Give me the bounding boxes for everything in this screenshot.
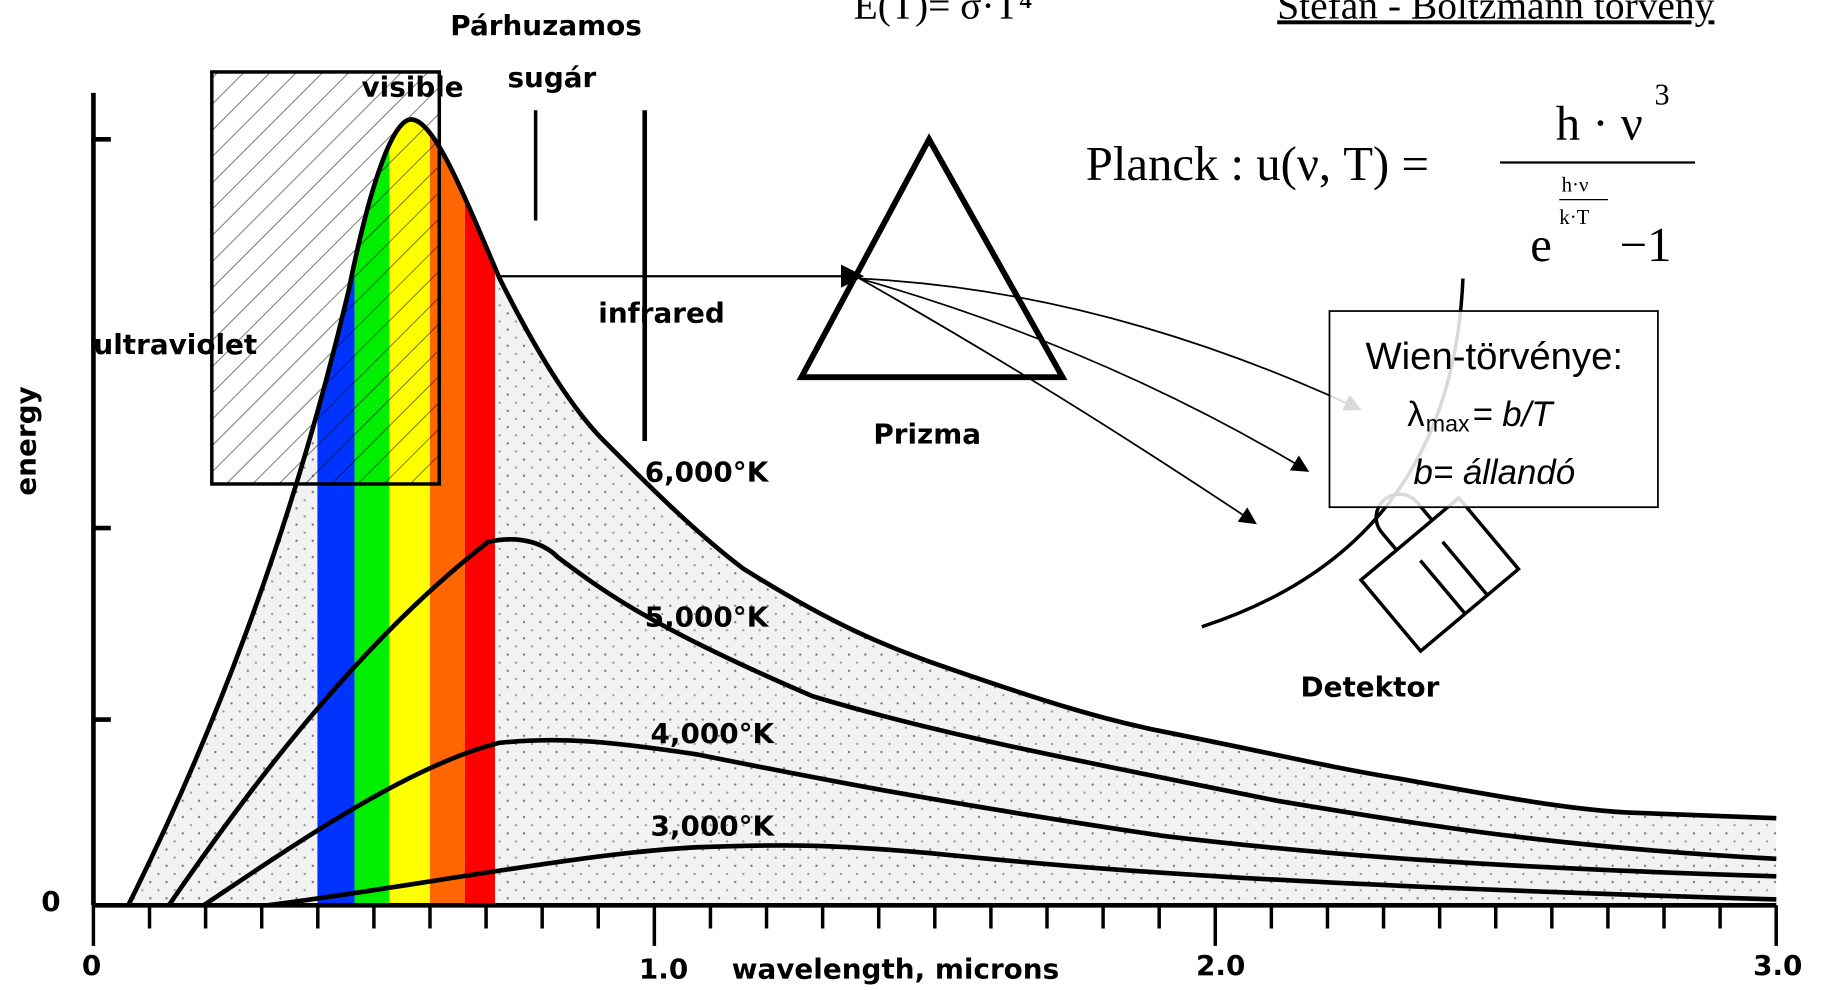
- visible-label: visible: [362, 70, 464, 103]
- y-axis-label: energy: [9, 386, 42, 495]
- stefan-formula: E(T)= σ·T⁴: [854, 0, 1033, 27]
- beam-box: [210, 70, 442, 486]
- x-tick-label: 0: [82, 949, 101, 982]
- curve-label: 5,000°K: [645, 601, 770, 634]
- x-tick-label: 1.0: [639, 952, 688, 985]
- wien-sub: max: [1426, 411, 1470, 437]
- y-zero: 0: [41, 885, 60, 918]
- stefan-law: Stefan - Boltzmann törvény: [1277, 0, 1714, 27]
- wien-constant: b= állandó: [1413, 453, 1575, 492]
- curve-label: 4,000°K: [651, 717, 776, 750]
- rays: [859, 277, 1362, 525]
- curve-label: 3,000°K: [651, 810, 776, 843]
- wien-box: [1328, 310, 1659, 509]
- planck-num-exp: 3: [1654, 77, 1669, 111]
- ultraviolet-label: ultraviolet: [93, 328, 257, 361]
- labels: E(T)= σ·T⁴ Stefan - Boltzmann törvény Pá…: [9, 0, 1802, 985]
- curves: [126, 117, 1777, 908]
- prism-label: Prizma: [873, 417, 981, 450]
- wien-lambda: λ: [1407, 395, 1425, 434]
- x-tick-label: 3.0: [1753, 949, 1802, 982]
- infrared-label: infrared: [598, 297, 725, 330]
- planck-lhs: Planck : u(ν, T) =: [1086, 137, 1429, 191]
- detector-label: Detektor: [1300, 670, 1439, 703]
- axes: [91, 92, 1778, 946]
- beam-label: Párhuzamos: [450, 9, 642, 42]
- planck-base: e: [1530, 218, 1552, 272]
- x-tick-label: 2.0: [1196, 949, 1245, 982]
- wien-title: Wien-törvénye:: [1366, 335, 1624, 378]
- beam-label: sugár: [507, 61, 596, 94]
- prism: [796, 133, 1068, 381]
- planck-num: h · ν: [1556, 96, 1643, 150]
- x-axis-label: wavelength, microns: [732, 952, 1059, 985]
- planck-minus-one: −1: [1620, 218, 1672, 272]
- curve-label: 6,000°K: [645, 456, 770, 489]
- planck-exp-bottom: k·T: [1559, 205, 1589, 229]
- wien-formula: = b/T: [1472, 395, 1555, 434]
- planck-exp-top: h·ν: [1562, 173, 1589, 197]
